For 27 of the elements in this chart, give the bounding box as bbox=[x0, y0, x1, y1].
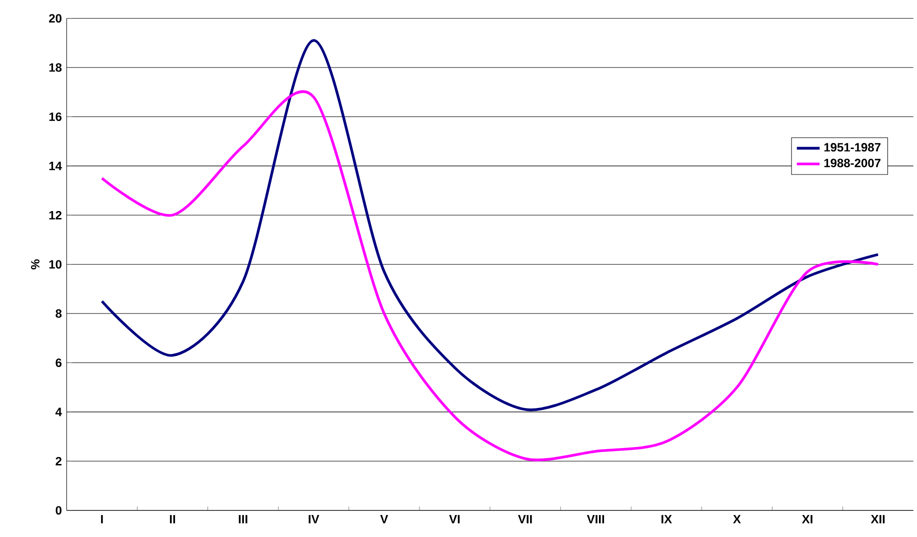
y-tick-label: 18 bbox=[49, 63, 62, 72]
legend-label: 1951-1987 bbox=[824, 143, 880, 152]
x-tick-label: V bbox=[380, 515, 388, 524]
y-tick-label: 0 bbox=[56, 506, 62, 515]
y-tick-label: 20 bbox=[49, 14, 62, 23]
x-tick-label: X bbox=[733, 515, 741, 524]
x-tick-label: XII bbox=[870, 515, 885, 524]
y-tick-label: 10 bbox=[49, 260, 62, 269]
y-tick-label: 2 bbox=[56, 456, 62, 466]
x-tick-label: I bbox=[101, 515, 103, 524]
line-series bbox=[100, 39, 880, 411]
y-tick-label: 16 bbox=[49, 112, 62, 121]
x-tick-label: II bbox=[170, 515, 176, 524]
legend-label: 1988-2007 bbox=[824, 158, 880, 168]
y-tick-label: 12 bbox=[49, 210, 62, 220]
y-tick-label: 4 bbox=[55, 408, 62, 416]
y-axis-title: % bbox=[31, 259, 40, 270]
x-tick-label: XI bbox=[802, 515, 812, 524]
x-tick-label: IX bbox=[662, 515, 672, 524]
y-tick-label: 6 bbox=[56, 358, 62, 367]
x-tick-label: VIII bbox=[586, 515, 604, 524]
x-tick-label: III bbox=[238, 515, 248, 524]
x-tick-label: IV bbox=[308, 515, 320, 524]
x-tick-label: VII bbox=[518, 515, 532, 524]
x-tick-label: VI bbox=[449, 515, 460, 524]
y-tick-label: 8 bbox=[56, 309, 62, 318]
y-tick-label: 14 bbox=[49, 162, 62, 170]
